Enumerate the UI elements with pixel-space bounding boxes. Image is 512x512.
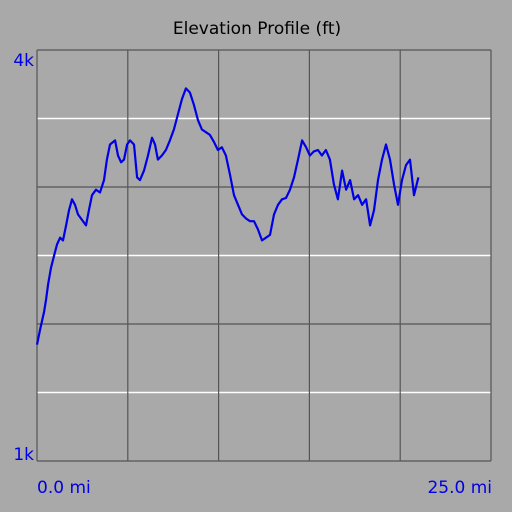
- chart-title: Elevation Profile (ft): [173, 19, 341, 39]
- y-tick-label: 1k: [13, 445, 34, 465]
- y-tick-label: 4k: [13, 51, 34, 71]
- x-tick-label: 25.0 mi: [427, 478, 492, 498]
- elevation-line: [35, 87, 420, 345]
- x-tick-label: 0.0 mi: [37, 478, 91, 498]
